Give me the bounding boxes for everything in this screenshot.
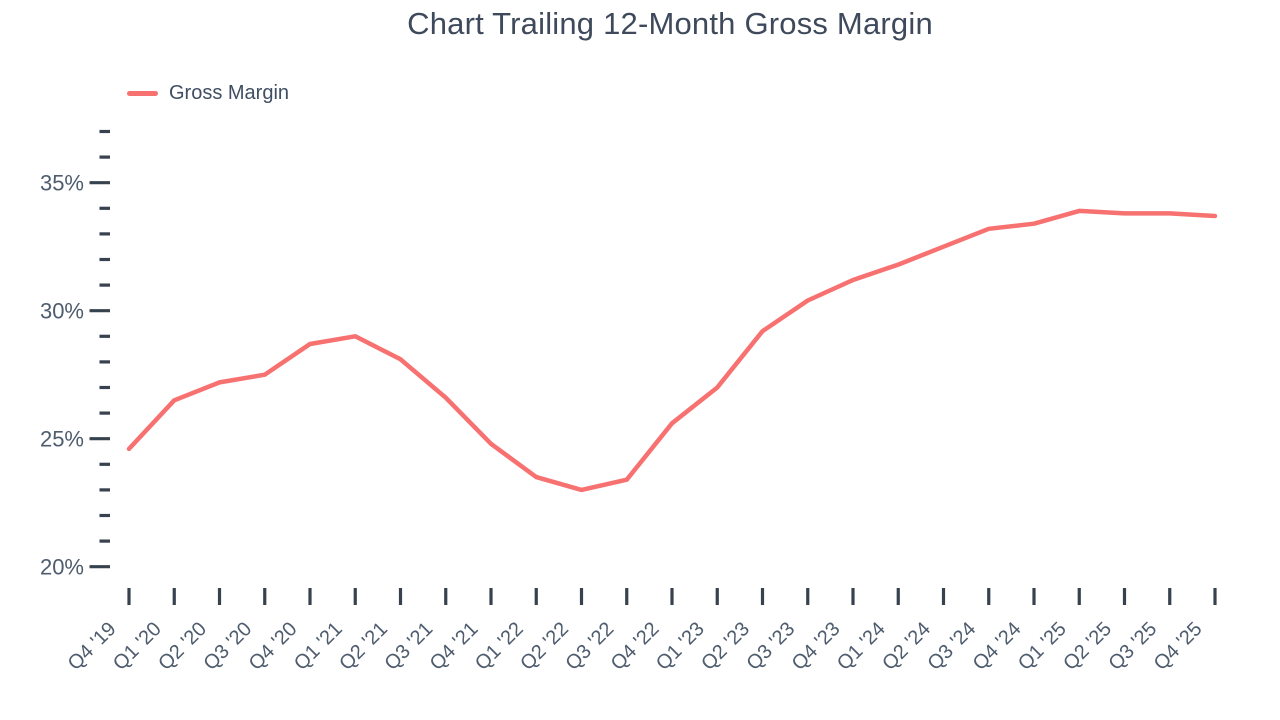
x-axis-tick-label: Q2 '20 (154, 618, 211, 675)
x-axis-tick-label: Q3 '21 (380, 618, 437, 675)
legend-line-swatch (127, 90, 158, 96)
x-axis-tick-label: Q1 '21 (290, 618, 347, 675)
x-axis-tick-label: Q3 '22 (561, 618, 618, 675)
x-axis-tick-label: Q4 '21 (426, 618, 483, 675)
x-axis-tick-label: Q3 '23 (742, 618, 799, 675)
x-axis-tick-label: Q2 '24 (878, 618, 935, 675)
x-axis-tick-label: Q1 '22 (471, 618, 528, 675)
x-axis-tick-label: Q1 '20 (109, 618, 166, 675)
gross-margin-series-line (126, 208, 1218, 493)
x-axis-tick-label: Q2 '23 (697, 618, 754, 675)
x-axis-tick-label: Q3 '24 (923, 618, 980, 675)
x-axis-tick-label: Q4 '23 (788, 618, 845, 675)
x-axis-tick-label: Q2 '25 (1059, 618, 1116, 675)
x-axis-tick-label: Q1 '23 (652, 618, 709, 675)
x-axis-tick-label: Q3 '20 (199, 618, 256, 675)
y-axis-tick-label: 35% (40, 171, 84, 196)
x-axis-tick-label: Q4 '22 (607, 618, 664, 675)
x-axis-tick-label: Q3 '25 (1104, 618, 1161, 675)
x-axis-tick-label: Q4 '19 (64, 618, 121, 675)
x-axis-tick-label: Q4 '24 (969, 618, 1026, 675)
x-axis-tick-label: Q2 '21 (335, 618, 392, 675)
chart-title: Chart Trailing 12-Month Gross Margin (407, 6, 933, 41)
legend: Gross Margin (127, 82, 289, 104)
y-axis-tick-label: 25% (40, 427, 84, 452)
x-axis-tick-label: Q4 '20 (245, 618, 302, 675)
y-axis-tick-label: 30% (40, 299, 84, 324)
x-axis-tick-label: Q2 '22 (516, 618, 573, 675)
legend-label: Gross Margin (169, 81, 290, 104)
y-axis-tick-label: 20% (40, 555, 84, 580)
x-axis-tick-label: Q1 '24 (833, 618, 890, 675)
x-axis-tick-label: Q1 '25 (1014, 618, 1071, 675)
x-axis-tick-label: Q4 '25 (1150, 618, 1207, 675)
